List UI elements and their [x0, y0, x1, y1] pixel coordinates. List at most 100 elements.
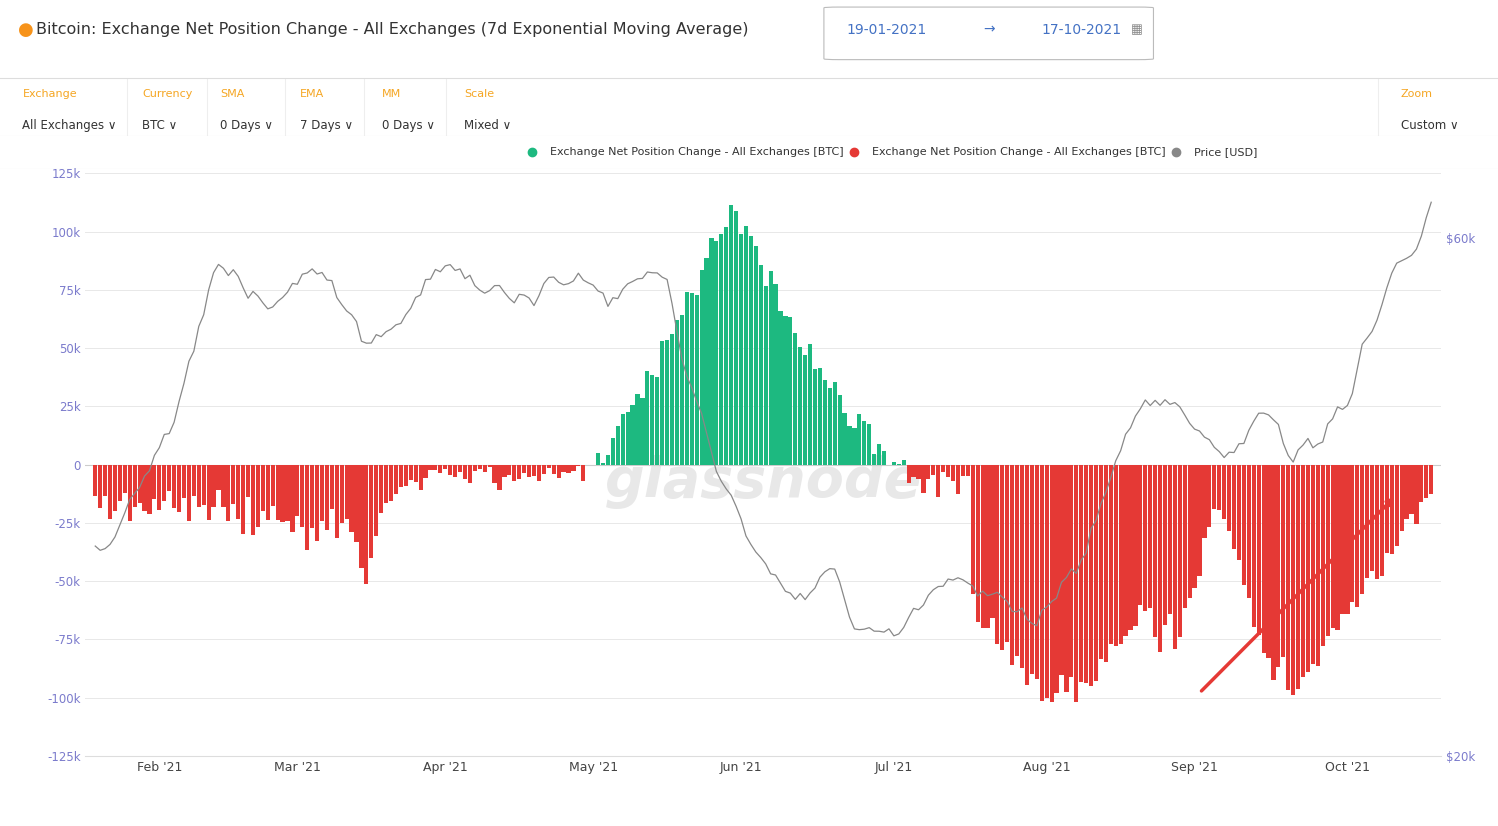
Bar [265, 464, 270, 520]
Bar [724, 227, 728, 464]
Bar [1182, 464, 1186, 608]
Bar [1375, 464, 1380, 579]
Bar [695, 295, 698, 464]
Bar [521, 464, 526, 473]
Bar [1064, 464, 1068, 692]
Bar [857, 414, 861, 464]
Bar [803, 355, 807, 464]
Bar [237, 464, 240, 519]
Bar [1188, 464, 1192, 598]
Bar [551, 464, 556, 474]
Bar [1227, 464, 1231, 531]
Bar [409, 464, 413, 480]
Bar [773, 284, 777, 464]
Bar [364, 464, 369, 584]
Bar [222, 464, 226, 506]
Bar [1311, 464, 1315, 664]
Bar [1384, 464, 1389, 553]
Bar [310, 464, 315, 528]
Bar [536, 464, 541, 481]
Bar [103, 464, 108, 496]
Bar [1287, 464, 1290, 691]
Bar [1212, 464, 1216, 510]
Bar [1109, 464, 1113, 644]
Bar [611, 438, 616, 464]
Bar [1070, 464, 1074, 676]
Text: MM: MM [382, 89, 401, 99]
Bar [1119, 464, 1122, 644]
Bar [1356, 464, 1359, 607]
Bar [650, 374, 655, 464]
Bar [577, 464, 580, 466]
Text: 17-10-2021: 17-10-2021 [1041, 23, 1121, 37]
Bar [1001, 464, 1005, 650]
Text: Scale: Scale [464, 89, 494, 99]
Bar [926, 464, 930, 479]
Bar [951, 464, 956, 481]
Text: SMA: SMA [220, 89, 244, 99]
Bar [97, 464, 102, 508]
Bar [1395, 464, 1399, 546]
Bar [990, 464, 995, 618]
Bar [995, 464, 999, 644]
Bar [482, 464, 487, 472]
Bar [1365, 464, 1369, 578]
Bar [1252, 464, 1255, 627]
Text: Price [USD]: Price [USD] [1194, 147, 1257, 157]
Bar [689, 293, 694, 464]
Bar [1266, 464, 1270, 658]
Bar [902, 460, 906, 464]
Bar [497, 464, 502, 490]
Bar [581, 464, 586, 481]
Bar [162, 464, 166, 501]
Bar [424, 464, 427, 478]
Bar [211, 464, 216, 507]
Bar [1414, 464, 1419, 525]
Bar [123, 464, 127, 493]
Bar [1162, 464, 1167, 625]
Bar [374, 464, 379, 535]
Bar [620, 414, 625, 464]
Bar [1035, 464, 1040, 679]
Bar [142, 464, 147, 511]
Bar [306, 464, 309, 550]
Bar [833, 382, 837, 464]
Text: 19-01-2021: 19-01-2021 [846, 23, 927, 37]
Bar [1124, 464, 1128, 636]
Bar [601, 463, 605, 464]
Bar [813, 368, 816, 464]
Bar [798, 347, 803, 464]
Bar [379, 464, 383, 513]
Bar [448, 464, 452, 475]
Bar [1113, 464, 1118, 646]
Bar [1330, 464, 1335, 628]
Bar [439, 464, 442, 472]
Bar [517, 464, 521, 479]
Text: Mixed ∨: Mixed ∨ [464, 119, 512, 132]
Bar [1326, 464, 1330, 636]
Bar [1218, 464, 1221, 510]
Bar [177, 464, 181, 512]
Text: Bitcoin: Exchange Net Position Change - All Exchanges (7d Exponential Moving Ave: Bitcoin: Exchange Net Position Change - … [36, 22, 749, 37]
Bar [1390, 464, 1393, 554]
Bar [779, 311, 782, 464]
Bar [187, 464, 192, 520]
Bar [640, 398, 644, 464]
Bar [783, 316, 788, 464]
Bar [286, 464, 289, 520]
Bar [635, 393, 640, 464]
Bar [911, 464, 915, 477]
Bar [404, 464, 407, 487]
Bar [1345, 464, 1350, 615]
Bar [1138, 464, 1143, 605]
Bar [1005, 464, 1010, 643]
Bar [241, 464, 246, 534]
Bar [192, 464, 196, 496]
Bar [340, 464, 345, 523]
Bar [1257, 464, 1261, 635]
Bar [487, 464, 491, 468]
Bar [527, 464, 532, 477]
Bar [986, 464, 990, 628]
Bar [1272, 464, 1276, 680]
Bar [1231, 464, 1236, 548]
